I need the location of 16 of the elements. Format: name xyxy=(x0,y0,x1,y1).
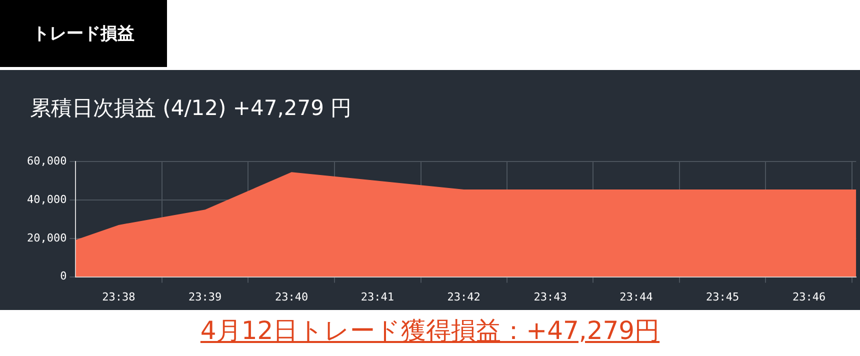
x-tick-label: 23:44 xyxy=(620,290,654,304)
y-tick-label: 20,000 xyxy=(26,231,67,244)
x-tick-label: 23:39 xyxy=(188,290,222,304)
chart-subtitle: 累積日次損益 (4/12) +47,279 円 xyxy=(30,95,352,122)
y-tick-label: 60,000 xyxy=(26,154,67,168)
y-tick-label: 40,000 xyxy=(26,192,67,206)
x-tick-label: 23:41 xyxy=(360,290,394,304)
x-tick-label: 23:43 xyxy=(534,290,567,304)
x-tick-label: 23:42 xyxy=(447,290,480,304)
y-tick-label: 0 xyxy=(60,270,67,283)
chart-title: トレード損益 xyxy=(0,0,167,67)
x-tick-label: 23:40 xyxy=(274,290,308,304)
text: 4月12日トレード獲得損益：+47,279円 xyxy=(199,315,661,347)
x-tick-label: 23:45 xyxy=(706,290,740,304)
x-tick-label: 23:46 xyxy=(792,290,826,304)
x-tick-label: 23:38 xyxy=(102,290,136,304)
